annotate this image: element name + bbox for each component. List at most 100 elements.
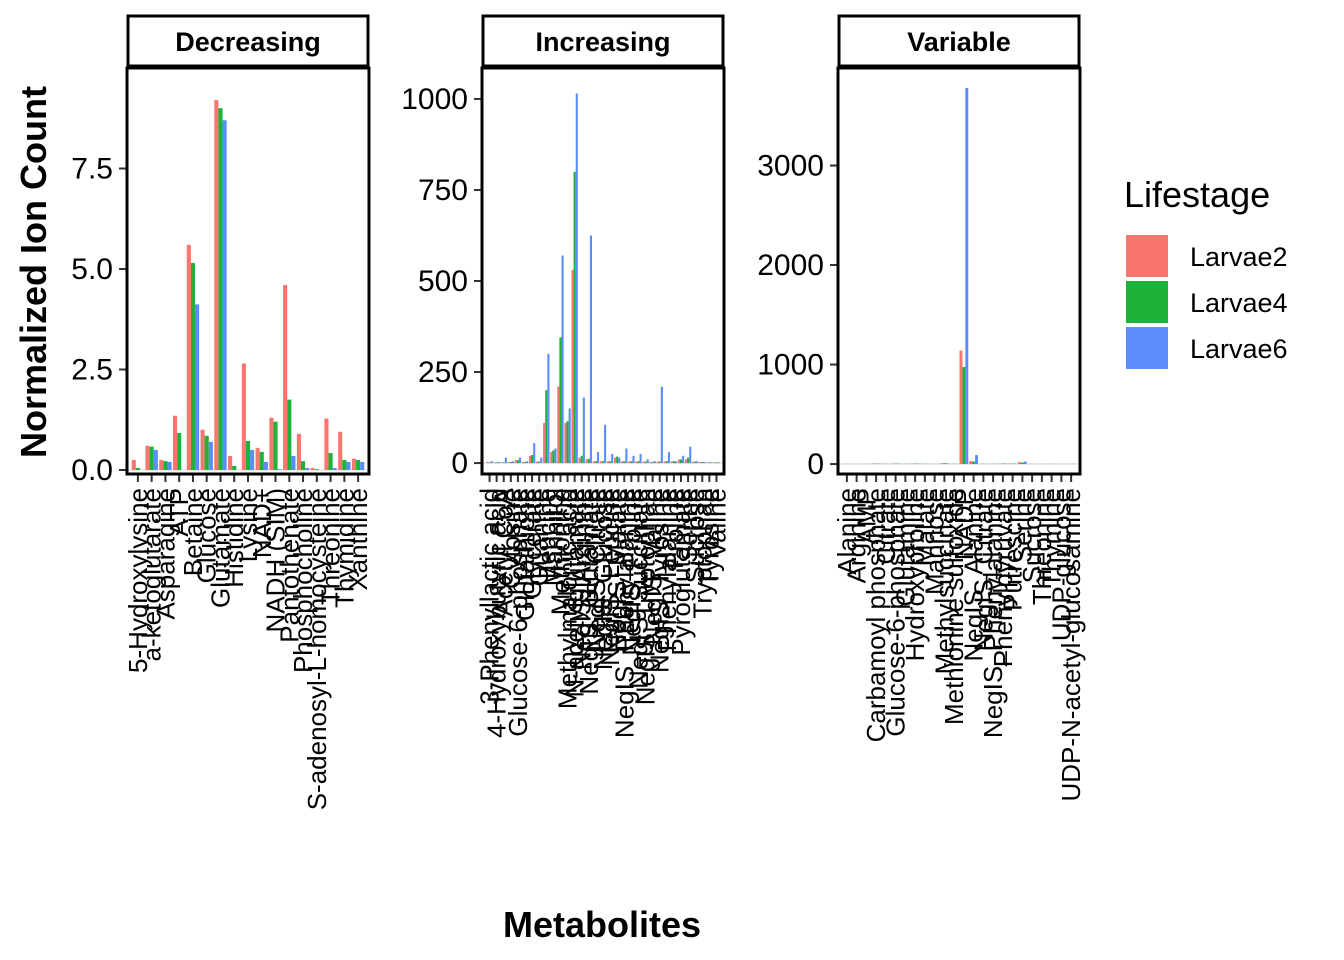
strip-decreasing bbox=[126, 14, 370, 68]
x-tick-label-phenylalanine: Phenylalanine bbox=[652, 488, 682, 651]
bar-larvae6-leucine bbox=[547, 353, 550, 464]
bar-larvae2-atp bbox=[172, 415, 178, 470]
bar-larvae2-lysine bbox=[241, 363, 246, 470]
x-tick-label-3-phenyllactic-acid: 3-Phenyllactic acid bbox=[475, 488, 505, 705]
bar-larvae2-glutathione bbox=[521, 461, 524, 464]
bar-larvae4-nad bbox=[259, 451, 264, 470]
bar-larvae4-threonine bbox=[328, 453, 333, 470]
y-axis-title: Normalized Ion Count bbox=[13, 86, 54, 458]
panel-decreasing: Decreasing 0.0 2.5 5.0 7.5 5-Hydroxylysinea-k… bbox=[71, 14, 373, 810]
bar-larvae2-putrescine bbox=[1008, 463, 1012, 465]
bar-larvae4-phenylalanine bbox=[665, 461, 668, 464]
bar-larvae4-proline bbox=[672, 461, 675, 464]
x-tick-label-4-hydroxybutyric-acid: 4-Hydroxybutyric acid bbox=[482, 488, 512, 738]
x-tick-label-serine: Serine bbox=[673, 488, 703, 563]
x-tick-label-lysine: Lysine bbox=[233, 488, 263, 562]
bar-larvae6-glutamate bbox=[222, 120, 227, 470]
bar-larvae2-5-hydroxylysine bbox=[131, 459, 136, 470]
x-tick-label-glutamate: Glutamate bbox=[205, 488, 235, 608]
x-tick-label-glucose-6-phosphate: Glucose-6-phosphate bbox=[881, 488, 911, 737]
bar-larvae6-phenylalanine bbox=[667, 452, 671, 464]
bar-larvae4-tyrosine bbox=[708, 462, 711, 464]
bar-larvae6-nadh-sim bbox=[277, 469, 282, 470]
bar-larvae4-negis-phenylalanine bbox=[623, 461, 626, 464]
bar-larvae2-negis-malate bbox=[613, 457, 617, 464]
x-tick-label-negis-tyrosine: NegIS_Tyrosine bbox=[645, 488, 675, 673]
x-tick-label-mannitol: Mannitol bbox=[538, 488, 568, 586]
bar-larvae4-methionine bbox=[559, 337, 562, 464]
x-tick-label-glutamine: Glutamine bbox=[890, 488, 920, 607]
bar-larvae4-nadh-sim bbox=[273, 421, 278, 470]
panel-variable: Variable 0 1000 2000 3000 AlanineArginineAMPC… bbox=[757, 14, 1086, 802]
bar-larvae4-negis-succinate bbox=[637, 461, 640, 464]
bar-larvae2-glutamate bbox=[214, 100, 219, 470]
x-tick-label-nadp: NADP bbox=[949, 488, 979, 560]
bar-larvae6-pyroglutamate bbox=[682, 455, 685, 464]
bar-larvae4-xanthine bbox=[356, 459, 361, 470]
bar-larvae6-carbamoyl-phosphate bbox=[877, 463, 881, 465]
bar-larvae2-tyrosine bbox=[706, 462, 709, 464]
bar-larvae6-cytosine bbox=[511, 461, 515, 464]
x-tick-label-alanine: Alanine bbox=[832, 488, 862, 575]
strip-variable bbox=[837, 14, 1081, 68]
bar-larvae2-cytosine bbox=[507, 461, 510, 464]
bar-larvae2-pyroglutamate bbox=[677, 459, 680, 464]
x-tick-label-glutathione: Glutathione bbox=[510, 488, 540, 621]
bar-larvae4-negis-malate bbox=[616, 456, 619, 464]
bar-larvae2-asparagine bbox=[159, 459, 164, 470]
bar-larvae6-tryptophan bbox=[703, 461, 706, 464]
strip-label-increasing: Increasing bbox=[535, 27, 670, 57]
bar-larvae4-glutamate bbox=[218, 108, 223, 470]
bar-larvae6-serine bbox=[689, 446, 692, 464]
x-tick-label-nad: NAD+ bbox=[247, 488, 277, 558]
x-tick-label-udp-glucose: UDP-glucose bbox=[1046, 488, 1076, 641]
bar-larvae4-negis-glucose bbox=[601, 461, 605, 464]
bar-larvae4-glucose bbox=[204, 435, 209, 470]
x-tick-label-5-hydroxylysine: 5-Hydroxylysine bbox=[123, 488, 153, 673]
bar-larvae4-pantothenate bbox=[287, 399, 292, 470]
bar-larvae4-tryptophan bbox=[701, 461, 704, 464]
bar-larvae4-glycerate bbox=[531, 455, 534, 464]
bar-larvae2-a-ketoglutarate bbox=[145, 445, 150, 470]
bar-larvae2-guanine bbox=[535, 461, 539, 464]
legend-key-larvae2: Larvae2 bbox=[1126, 235, 1288, 277]
x-tick-label-threonine: Threonine bbox=[1027, 488, 1057, 605]
bar-larvae2-methionine bbox=[557, 386, 560, 464]
panel-border-decreasing bbox=[125, 66, 371, 476]
y-tick-label: 0 bbox=[807, 448, 824, 481]
bar-larvae2-n-acetylglutamate bbox=[571, 270, 574, 464]
bar-larvae4-acetyl-coa bbox=[502, 462, 505, 464]
bar-larvae2-pantothenate bbox=[283, 285, 288, 470]
bar-larvae6-glucose-6-phosphate bbox=[518, 457, 522, 464]
bar-larvae6-negis-alanine bbox=[975, 455, 979, 465]
x-tick-label-negis-succinate: NegIS_Succinate bbox=[623, 488, 653, 689]
x-tick-label-negis-arginine: NegIS_Arginine bbox=[567, 488, 597, 670]
bar-larvae6-negis-tryptophan bbox=[646, 459, 649, 464]
bar-larvae4-betaine bbox=[190, 262, 196, 470]
bar-larvae4-negis-tyrosine bbox=[658, 461, 661, 464]
x-tick-label-mannose: Mannose bbox=[920, 488, 950, 595]
legend-key-larvae4: Larvae4 bbox=[1126, 281, 1288, 323]
bar-larvae6-pantothenate bbox=[291, 455, 296, 470]
bar-larvae2-negis-citrate bbox=[592, 461, 595, 464]
bar-larvae4-5-hydroxylysine bbox=[135, 467, 140, 470]
bar-larvae6-methylmalonic-acid bbox=[568, 408, 571, 464]
bar-larvae4-negis-citrate bbox=[594, 461, 597, 464]
x-tick-label-negis-citrate: NegIS_Citrate bbox=[968, 488, 998, 651]
x-tick-label-pyroglutamate: Pyroglutamate bbox=[666, 488, 696, 656]
bar-larvae6-negis-valine bbox=[653, 461, 656, 464]
bar-larvae4-atp bbox=[177, 433, 182, 470]
bar-larvae2-glucose bbox=[200, 429, 205, 470]
bar-larvae2-phenylpyruvate bbox=[998, 463, 1002, 465]
bar-larvae4-sucrose bbox=[694, 461, 697, 464]
bar-larvae4-valine bbox=[715, 462, 718, 464]
bar-larvae2-glucose-6-phosphate bbox=[514, 460, 517, 464]
bar-larvae4-mannitol bbox=[552, 450, 555, 464]
legend-title: Lifestage bbox=[1124, 174, 1270, 215]
bar-larvae4-phosphocholine bbox=[300, 461, 306, 470]
x-tick-label-negis-malate: NegIS_Malate bbox=[602, 488, 632, 653]
x-tick-label-methionine: Methionine bbox=[545, 488, 575, 615]
bar-larvae6-negis-succinate bbox=[639, 453, 642, 464]
bar-larvae4-methylsuccinate bbox=[942, 463, 946, 465]
legend-label-larvae6: Larvae6 bbox=[1190, 334, 1288, 364]
